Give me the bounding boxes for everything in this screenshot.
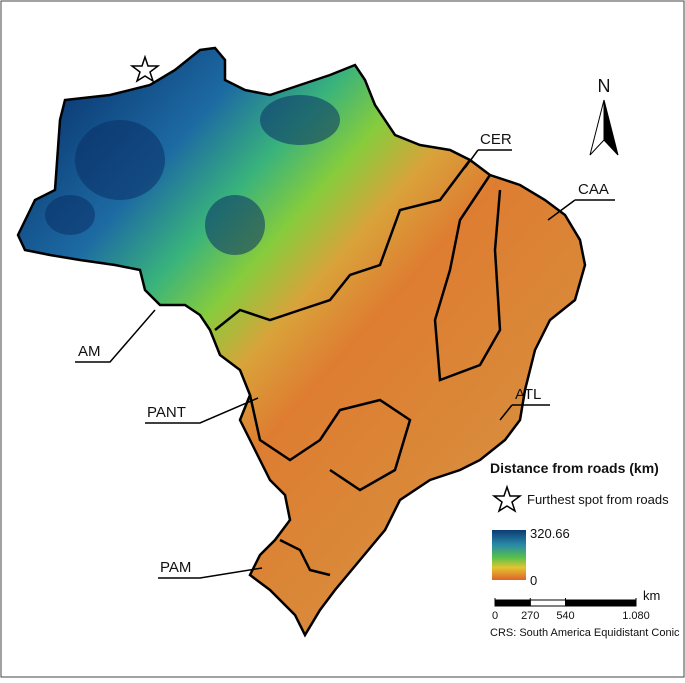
region-label: AM [78,343,101,360]
crs-label: CRS: South America Equidistant Conic [490,627,680,639]
scale-tick-label: 540 [556,610,574,622]
scale-segment [529,599,566,607]
remote-areas [45,95,340,255]
color-min-label: 0 [530,573,537,588]
region-label: CAA [578,181,609,198]
region-label: ATL [515,386,541,403]
leader-lines [75,149,615,579]
legend-title: Distance from roads (km) [490,460,659,476]
region-label: PAM [160,559,191,576]
legend-star-label: Furthest spot from roads [527,492,669,507]
color-max-label: 320.66 [530,526,570,541]
scale-segment [565,599,637,607]
scale-tick-label: 270 [521,610,539,622]
north-arrow: N [589,76,619,156]
scale-tick-label: 1.080 [622,610,650,622]
furthest-spot-star [129,54,161,83]
region-label: PANT [147,404,186,421]
color-bar [492,530,526,580]
scale-unit: km [643,588,660,603]
region-label: CER [480,131,512,148]
legend-star [491,484,523,513]
north-label: N [598,76,611,96]
scale-segment [494,599,531,607]
biome-boundaries [214,159,502,577]
scale-bar: 0 270 540 1.080 [492,598,650,622]
scale-tick-label: 0 [492,610,498,622]
